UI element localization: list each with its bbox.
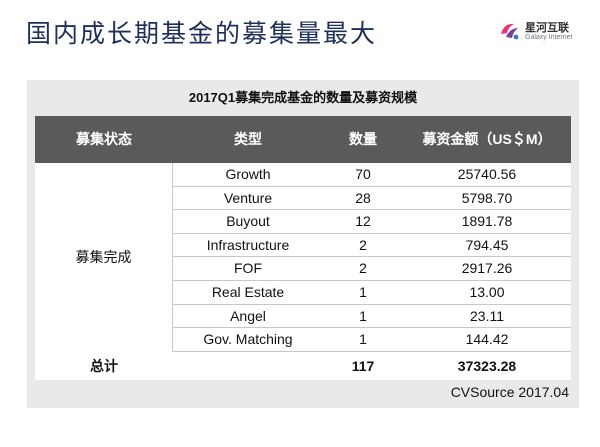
table-row: Venture 28 5798.70 — [173, 187, 571, 211]
row-type: Growth — [225, 166, 271, 182]
row-type: Infrastructure — [206, 236, 290, 253]
row-type: FOF — [234, 260, 262, 277]
row-count: 1 — [359, 284, 367, 300]
row-type: Gov. Matching — [203, 331, 293, 348]
table-row: Growth 70 25740.56 — [173, 163, 571, 187]
table-row: Real Estate 1 13.00 — [173, 281, 571, 305]
header-status: 募集状态 — [76, 131, 132, 147]
fund-table-card: 2017Q1募集完成基金的数量及募资规模 募集状态 类型 数量 募资金额（US＄… — [27, 80, 579, 408]
header-type: 类型 — [234, 131, 262, 147]
row-count: 2 — [359, 236, 367, 253]
table-row: Gov. Matching 1 144.42 — [173, 328, 571, 352]
row-count: 28 — [355, 189, 371, 206]
row-count: 1 — [359, 307, 367, 324]
row-amount: 25740.56 — [457, 166, 517, 182]
table-header-row: 募集状态 类型 数量 募资金额（US＄M） — [35, 116, 571, 163]
total-amount: 37323.28 — [457, 358, 517, 374]
row-amount: 13.00 — [469, 284, 505, 300]
status-cell: 募集完成 — [35, 163, 173, 352]
total-row: 总计 117 37323.28 — [35, 352, 571, 380]
row-count: 70 — [355, 166, 371, 182]
header-amount: 募资金额（US＄M） — [422, 131, 552, 147]
total-label: 总计 — [90, 358, 118, 374]
row-amount: 5798.70 — [461, 189, 513, 206]
total-count: 117 — [351, 358, 375, 374]
row-type: Venture — [223, 189, 273, 206]
row-count: 1 — [359, 331, 367, 348]
row-amount: 794.45 — [465, 236, 509, 253]
galaxy-logo-icon — [501, 23, 519, 40]
fund-table: 募集状态 类型 数量 募资金额（US＄M） 募集完成 Growth 70 257… — [35, 116, 571, 380]
table-row: Infrastructure 2 794.45 — [173, 234, 571, 258]
row-count: 2 — [359, 260, 367, 277]
row-amount: 1891.78 — [461, 213, 513, 230]
row-type: Buyout — [226, 213, 270, 230]
table-title: 2017Q1募集完成基金的数量及募资规模 — [188, 90, 418, 105]
row-type: Angel — [230, 307, 266, 324]
table-row: Buyout 12 1891.78 — [173, 210, 571, 234]
row-amount: 23.11 — [470, 307, 504, 324]
row-amount: 2917.26 — [461, 260, 513, 277]
company-logo: 星河互联 Galaxy Internet — [498, 16, 594, 50]
source-note: CVSource 2017.04 — [450, 384, 569, 400]
row-type: Real Estate — [211, 284, 285, 300]
table-row: Angel 1 23.11 — [173, 305, 571, 329]
logo-subtitle: Galaxy Internet — [525, 34, 573, 41]
logo-name: 星河互联 — [525, 22, 569, 34]
header-count: 数量 — [349, 131, 377, 147]
table-row: FOF 2 2917.26 — [173, 257, 571, 281]
row-count: 12 — [355, 213, 371, 230]
row-amount: 144.42 — [465, 331, 509, 348]
slide-title: 国内成长期基金的募集量最大 — [26, 19, 378, 48]
